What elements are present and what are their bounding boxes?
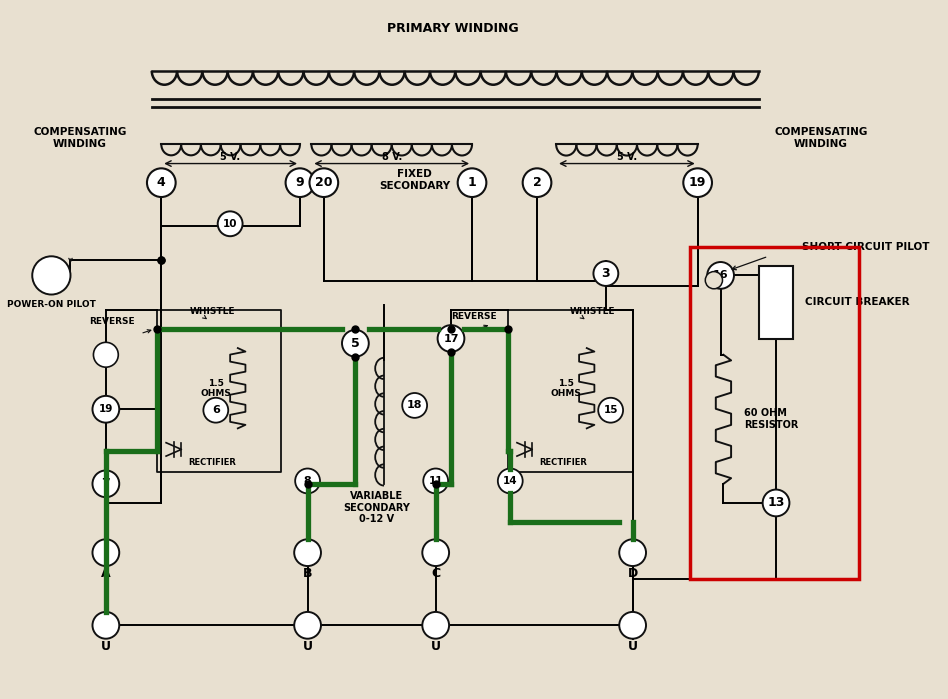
Circle shape	[619, 612, 646, 639]
Text: 17: 17	[444, 333, 459, 343]
Text: 1.5
OHMS: 1.5 OHMS	[550, 379, 581, 398]
Text: 1.5
OHMS: 1.5 OHMS	[200, 379, 231, 398]
Circle shape	[423, 468, 448, 493]
Text: 11: 11	[428, 476, 443, 486]
Text: 5 V.: 5 V.	[220, 152, 240, 162]
Circle shape	[93, 396, 119, 423]
Circle shape	[204, 398, 228, 423]
Text: 16: 16	[713, 271, 728, 280]
Circle shape	[294, 612, 321, 639]
Text: 60 OHM
RESISTOR: 60 OHM RESISTOR	[744, 408, 799, 430]
Text: CIRCUIT BREAKER: CIRCUIT BREAKER	[805, 297, 909, 307]
Circle shape	[402, 393, 428, 418]
Text: WHISTLE: WHISTLE	[190, 308, 235, 316]
Text: U: U	[628, 640, 638, 653]
Text: PRIMARY WINDING: PRIMARY WINDING	[387, 22, 519, 35]
Text: 5 V.: 5 V.	[617, 152, 637, 162]
Text: 8 V.: 8 V.	[382, 152, 402, 162]
Text: U: U	[302, 640, 313, 653]
Circle shape	[619, 539, 646, 566]
Circle shape	[762, 489, 790, 517]
Circle shape	[94, 343, 118, 367]
Circle shape	[593, 261, 618, 286]
Text: A: A	[101, 567, 111, 580]
Text: REVERSE: REVERSE	[451, 312, 497, 321]
Circle shape	[707, 262, 734, 289]
Text: 1: 1	[467, 176, 477, 189]
Text: 8: 8	[303, 476, 312, 486]
Text: WHISTLE: WHISTLE	[570, 308, 615, 316]
Text: COMPENSATING
WINDING: COMPENSATING WINDING	[33, 127, 127, 149]
Circle shape	[684, 168, 712, 197]
Circle shape	[309, 168, 338, 197]
Text: 5: 5	[351, 337, 359, 350]
Circle shape	[285, 168, 315, 197]
Text: 18: 18	[407, 401, 423, 410]
Text: U: U	[100, 640, 111, 653]
Text: 14: 14	[503, 476, 518, 486]
Text: 20: 20	[315, 176, 333, 189]
Text: C: C	[431, 567, 440, 580]
Circle shape	[147, 168, 175, 197]
Text: 6: 6	[211, 405, 220, 415]
Text: 13: 13	[767, 496, 785, 510]
Circle shape	[498, 468, 522, 493]
Text: 7: 7	[101, 477, 110, 490]
Circle shape	[705, 272, 722, 289]
Text: D: D	[628, 567, 638, 580]
Text: RECTIFIER: RECTIFIER	[188, 459, 236, 468]
Text: COMPENSATING
WINDING: COMPENSATING WINDING	[775, 127, 867, 149]
Circle shape	[598, 398, 623, 423]
Circle shape	[218, 211, 243, 236]
Circle shape	[295, 468, 320, 493]
Text: 19: 19	[99, 404, 113, 415]
Circle shape	[422, 612, 449, 639]
Circle shape	[93, 612, 119, 639]
Bar	[690, 247, 859, 579]
Text: U: U	[430, 640, 441, 653]
Text: RECTIFIER: RECTIFIER	[539, 459, 587, 468]
Text: 2: 2	[533, 176, 541, 189]
Circle shape	[438, 325, 465, 352]
Text: 3: 3	[602, 267, 611, 280]
Text: 15: 15	[603, 405, 618, 415]
Circle shape	[458, 168, 486, 197]
Circle shape	[93, 470, 119, 497]
Text: POWER-ON PILOT: POWER-ON PILOT	[7, 300, 96, 308]
Circle shape	[422, 539, 449, 566]
Circle shape	[32, 257, 70, 294]
Circle shape	[93, 539, 119, 566]
Circle shape	[522, 168, 552, 197]
Text: 19: 19	[689, 176, 706, 189]
Text: 10: 10	[223, 219, 237, 229]
Text: REVERSE: REVERSE	[90, 317, 136, 326]
Text: FIXED
SECONDARY: FIXED SECONDARY	[379, 169, 450, 191]
Text: B: B	[302, 567, 312, 580]
Text: SHORT CIRCUIT PILOT: SHORT CIRCUIT PILOT	[802, 242, 929, 252]
Text: 4: 4	[157, 176, 166, 189]
Bar	[758, 266, 793, 338]
Circle shape	[342, 330, 369, 356]
Circle shape	[294, 539, 321, 566]
Text: 9: 9	[296, 176, 304, 189]
Text: VARIABLE
SECONDARY
0-12 V: VARIABLE SECONDARY 0-12 V	[343, 491, 410, 524]
